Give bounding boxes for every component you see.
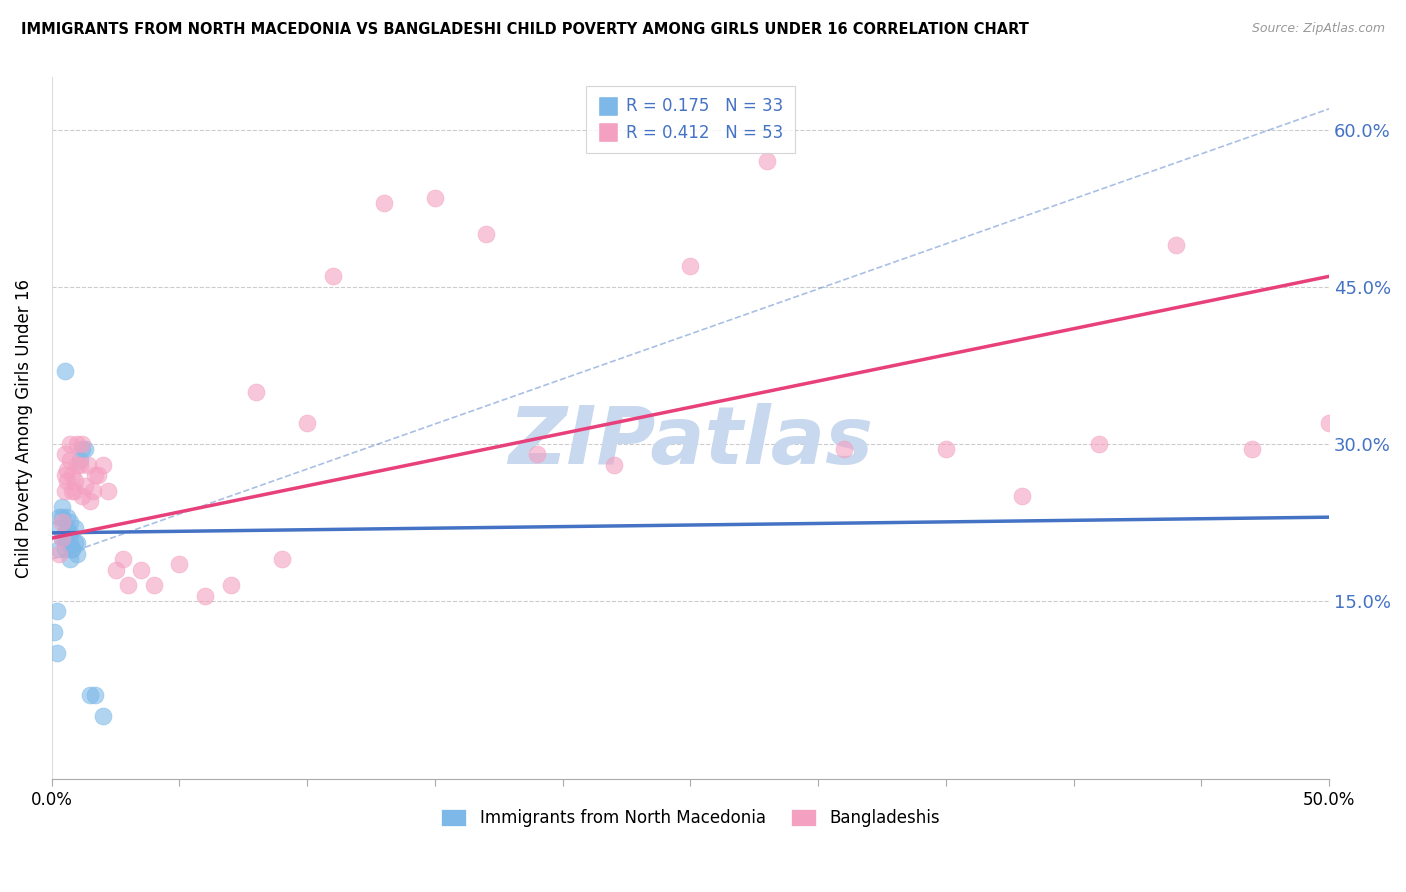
Point	[1317, 416, 1340, 430]
Point	[63, 483, 86, 498]
Point	[59, 452, 82, 467]
Point	[526, 447, 548, 461]
Point	[51, 510, 73, 524]
Point	[66, 437, 89, 451]
Point	[59, 552, 82, 566]
Point	[53, 525, 76, 540]
Point	[56, 525, 79, 540]
Point	[72, 489, 94, 503]
Point	[169, 558, 191, 572]
Point	[73, 442, 96, 456]
Point	[51, 516, 73, 530]
Point	[1164, 238, 1187, 252]
Point	[53, 363, 76, 377]
Point	[53, 531, 76, 545]
Point	[53, 447, 76, 461]
Point	[60, 468, 83, 483]
Point	[69, 458, 91, 472]
Point	[60, 541, 83, 556]
Point	[97, 483, 120, 498]
Point	[423, 191, 446, 205]
Point	[373, 196, 395, 211]
Point	[679, 259, 702, 273]
Point	[935, 442, 957, 456]
Point	[194, 589, 217, 603]
Point	[59, 437, 82, 451]
Point	[79, 494, 101, 508]
Point	[295, 416, 318, 430]
Point	[48, 541, 70, 556]
Point	[56, 510, 79, 524]
Text: Source: ZipAtlas.com: Source: ZipAtlas.com	[1251, 22, 1385, 36]
Point	[63, 521, 86, 535]
Point	[603, 458, 626, 472]
Point	[72, 437, 94, 451]
Point	[56, 531, 79, 545]
Point	[117, 578, 139, 592]
Point	[48, 510, 70, 524]
Point	[219, 578, 242, 592]
Point	[66, 536, 89, 550]
Point	[756, 154, 779, 169]
Point	[84, 468, 107, 483]
Point	[84, 688, 107, 702]
Point	[53, 483, 76, 498]
Point	[270, 552, 292, 566]
Point	[56, 474, 79, 488]
Point	[53, 468, 76, 483]
Point	[1011, 489, 1033, 503]
Point	[129, 562, 152, 576]
Point	[66, 547, 89, 561]
Point	[1241, 442, 1264, 456]
Point	[66, 458, 89, 472]
Point	[91, 458, 114, 472]
Point	[63, 536, 86, 550]
Point	[44, 625, 66, 640]
Point	[51, 531, 73, 545]
Point	[1088, 437, 1111, 451]
Point	[59, 516, 82, 530]
Point	[475, 227, 498, 242]
Point	[53, 541, 76, 556]
Point	[91, 709, 114, 723]
Point	[48, 521, 70, 535]
Text: ZIPatlas: ZIPatlas	[508, 403, 873, 481]
Point	[69, 452, 91, 467]
Point	[322, 269, 344, 284]
Point	[60, 541, 83, 556]
Point	[245, 384, 267, 399]
Point	[832, 442, 855, 456]
Point	[45, 646, 67, 660]
Point	[51, 531, 73, 545]
Point	[60, 483, 83, 498]
Point	[104, 562, 127, 576]
Point	[48, 547, 70, 561]
Point	[76, 458, 98, 472]
Point	[72, 442, 94, 456]
Point	[45, 604, 67, 618]
Point	[87, 468, 110, 483]
Point	[63, 474, 86, 488]
Point	[112, 552, 135, 566]
Point	[73, 479, 96, 493]
Point	[56, 521, 79, 535]
Point	[59, 536, 82, 550]
Point	[82, 483, 104, 498]
Point	[142, 578, 165, 592]
Text: IMMIGRANTS FROM NORTH MACEDONIA VS BANGLADESHI CHILD POVERTY AMONG GIRLS UNDER 1: IMMIGRANTS FROM NORTH MACEDONIA VS BANGL…	[21, 22, 1029, 37]
Point	[59, 525, 82, 540]
Point	[79, 688, 101, 702]
Legend: Immigrants from North Macedonia, Bangladeshis: Immigrants from North Macedonia, Banglad…	[434, 802, 946, 834]
Point	[51, 500, 73, 514]
Point	[56, 463, 79, 477]
Y-axis label: Child Poverty Among Girls Under 16: Child Poverty Among Girls Under 16	[15, 278, 32, 578]
